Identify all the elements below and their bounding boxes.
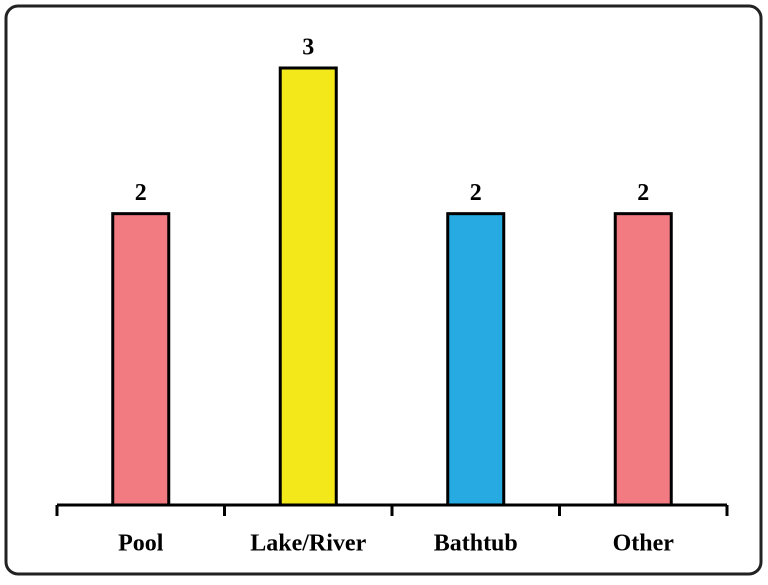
- bar: [278, 66, 338, 507]
- x-tick-label: Pool: [118, 531, 164, 557]
- x-tick-label: Other: [613, 531, 675, 557]
- value-label: 2: [637, 180, 649, 206]
- value-label: 2: [470, 180, 482, 206]
- bar: [111, 212, 171, 507]
- bar: [613, 212, 673, 507]
- frame: [4, 4, 763, 576]
- x-tick-label: Lake/River: [250, 531, 366, 557]
- value-label: 3: [302, 35, 314, 61]
- value-label: 2: [135, 180, 147, 206]
- bar: [446, 212, 506, 507]
- x-tick-label: Bathtub: [434, 531, 518, 557]
